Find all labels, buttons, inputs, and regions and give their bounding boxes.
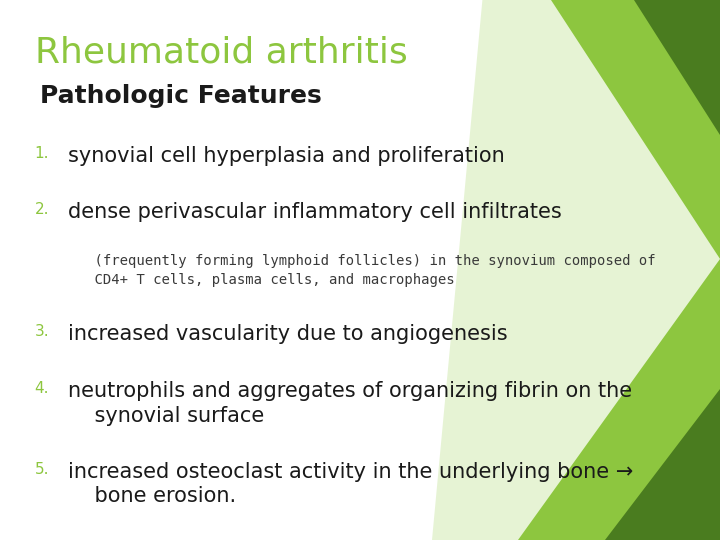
Text: increased vascularity due to angiogenesis: increased vascularity due to angiogenesi… (68, 324, 508, 344)
Text: 5.: 5. (35, 462, 49, 477)
Text: synovial cell hyperplasia and proliferation: synovial cell hyperplasia and proliferat… (68, 146, 505, 166)
Text: 3.: 3. (35, 324, 49, 339)
Text: (frequently forming lymphoid follicles) in the synovium composed of
    CD4+ T c: (frequently forming lymphoid follicles) … (61, 254, 656, 287)
Text: 4.: 4. (35, 381, 49, 396)
Polygon shape (432, 0, 720, 540)
Text: Rheumatoid arthritis: Rheumatoid arthritis (35, 35, 408, 69)
Text: 1.: 1. (35, 146, 49, 161)
Text: dense perivascular inflammatory cell infiltrates: dense perivascular inflammatory cell inf… (68, 202, 562, 222)
Text: increased osteoclast activity in the underlying bone →
    bone erosion.: increased osteoclast activity in the und… (68, 462, 634, 507)
Text: Pathologic Features: Pathologic Features (40, 84, 321, 107)
Text: 2.: 2. (35, 202, 49, 218)
Polygon shape (634, 0, 720, 135)
Polygon shape (605, 389, 720, 540)
Polygon shape (518, 259, 720, 540)
Polygon shape (551, 0, 720, 259)
Text: neutrophils and aggregates of organizing fibrin on the
    synovial surface: neutrophils and aggregates of organizing… (68, 381, 633, 426)
